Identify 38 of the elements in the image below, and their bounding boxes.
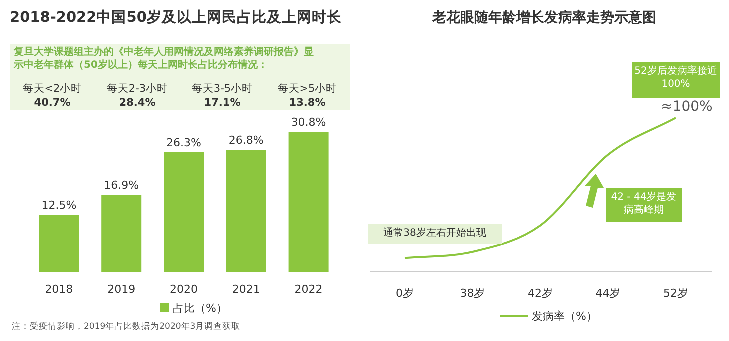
x-tick-label: 2018: [45, 283, 74, 296]
bar: [39, 215, 80, 272]
data-label: 26.8%: [228, 134, 264, 148]
bar: [102, 195, 142, 272]
x-tick-label: 2020: [170, 283, 198, 296]
annotation: 42 - 44岁是发病高峰期: [610, 191, 678, 217]
x-tick-label: 42岁: [528, 287, 553, 300]
x-tick-label: 2021: [232, 283, 260, 296]
text: 每天>5小时: [278, 82, 338, 95]
chart-title: 老花眼随年龄增长发病率走势示意图: [432, 9, 656, 26]
text: 每天2-3小时: [106, 82, 168, 95]
bar: [288, 132, 329, 272]
data-label: 16.9%: [104, 179, 140, 192]
legend-label: 发病率（%）: [532, 310, 598, 323]
text: 17.1%: [204, 97, 242, 109]
text: 每天<2小时: [22, 82, 82, 95]
x-tick-label: 38岁: [460, 287, 486, 300]
data-label: 26.3%: [166, 136, 202, 150]
x-tick-label: 52岁: [664, 287, 688, 300]
text: 52岁后发病率接近100%: [634, 65, 718, 91]
chart-title: 2018-2022中国50岁及以上网民占比及上网时长: [10, 9, 343, 26]
legend-label: 占比（%）: [173, 302, 228, 315]
text: 13.8%: [289, 97, 326, 109]
text: 40.7%: [34, 97, 72, 109]
text: 注：受疫情影响，2019年占比数据为2020年3月调查获取: [12, 322, 242, 334]
bar: [164, 152, 204, 272]
x-tick-label: 2019: [108, 283, 136, 296]
x-tick-label: 2022: [294, 283, 323, 296]
annotation: 通常38岁左右开始出现: [382, 227, 488, 240]
data-label: 30.8%: [291, 116, 326, 129]
text: ≈100%: [660, 98, 714, 116]
x-tick-label: 0岁: [396, 287, 414, 300]
text: 28.4%: [119, 97, 156, 109]
text: 每天3-5小时: [192, 82, 254, 95]
bar: [226, 150, 266, 272]
data-label: 12.5%: [42, 199, 77, 212]
x-tick-label: 44岁: [596, 287, 621, 300]
text: 复旦大学课题组主办的《中老年人用网情况及网络素养调研报告》显示中老年群体（50岁以上）每天上网时长占比分布情况：: [14, 46, 315, 72]
